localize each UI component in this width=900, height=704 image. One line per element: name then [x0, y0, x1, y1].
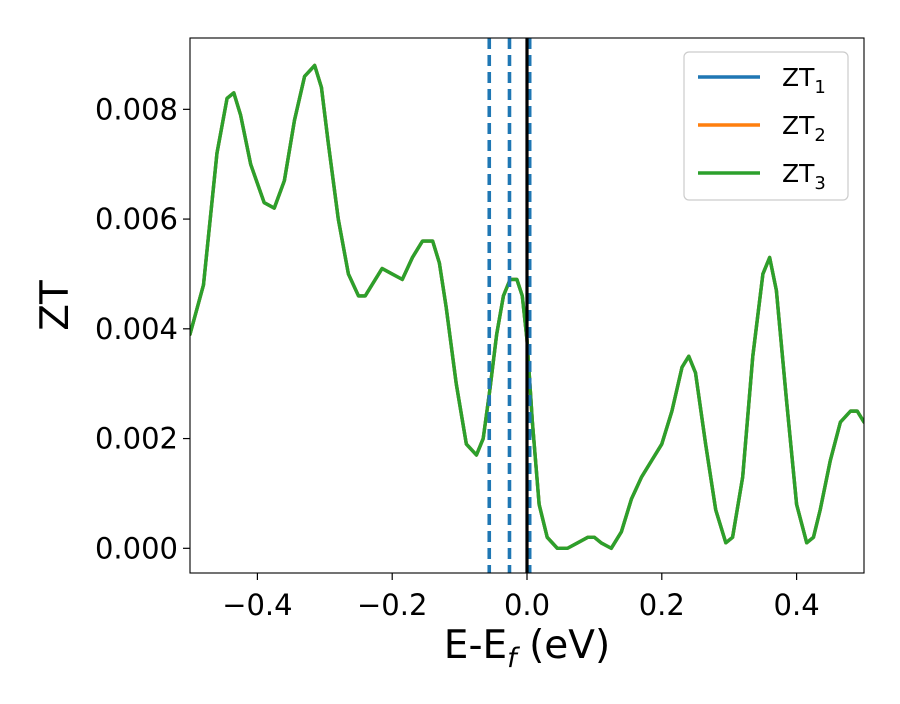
- y-tick-label: 0.008: [95, 92, 178, 126]
- y-tick-label: 0.006: [95, 202, 178, 236]
- y-tick-label: 0.002: [95, 422, 178, 456]
- legend-label-subscript: 2: [814, 125, 825, 146]
- x-tick-label: 0.0: [504, 588, 550, 622]
- legend-label-base: ZT: [782, 111, 815, 140]
- x-axis-title-unit: (eV): [517, 623, 611, 668]
- legend-label-zt3: ZT3: [782, 159, 826, 194]
- y-tick-label: 0.000: [95, 531, 178, 565]
- plot-content: [190, 38, 864, 573]
- x-axis-title: E-Ef (eV): [444, 623, 610, 674]
- legend-label-zt2: ZT2: [782, 111, 826, 146]
- legend-label-base: ZT: [782, 159, 815, 188]
- x-tick-label: −0.2: [357, 588, 427, 622]
- x-tick-label: −0.4: [222, 588, 292, 622]
- legend-frame: [683, 51, 849, 201]
- legend-label-base: ZT: [782, 63, 815, 92]
- x-tick-label: 0.2: [639, 588, 685, 622]
- legend-label-subscript: 1: [814, 77, 825, 98]
- x-tick-label: 0.4: [774, 588, 820, 622]
- legend-label-zt1: ZT1: [782, 63, 826, 98]
- y-axis-title: ZT: [33, 280, 78, 331]
- tick-layer: −0.4 −0.2 0.0 0.2 0.4 0.000 0.002 0.004 0.006 0.0…: [95, 92, 820, 622]
- y-tick-label: 0.004: [95, 312, 178, 346]
- x-axis-title-base: E-E: [444, 623, 507, 668]
- legend-label-subscript: 3: [814, 173, 825, 194]
